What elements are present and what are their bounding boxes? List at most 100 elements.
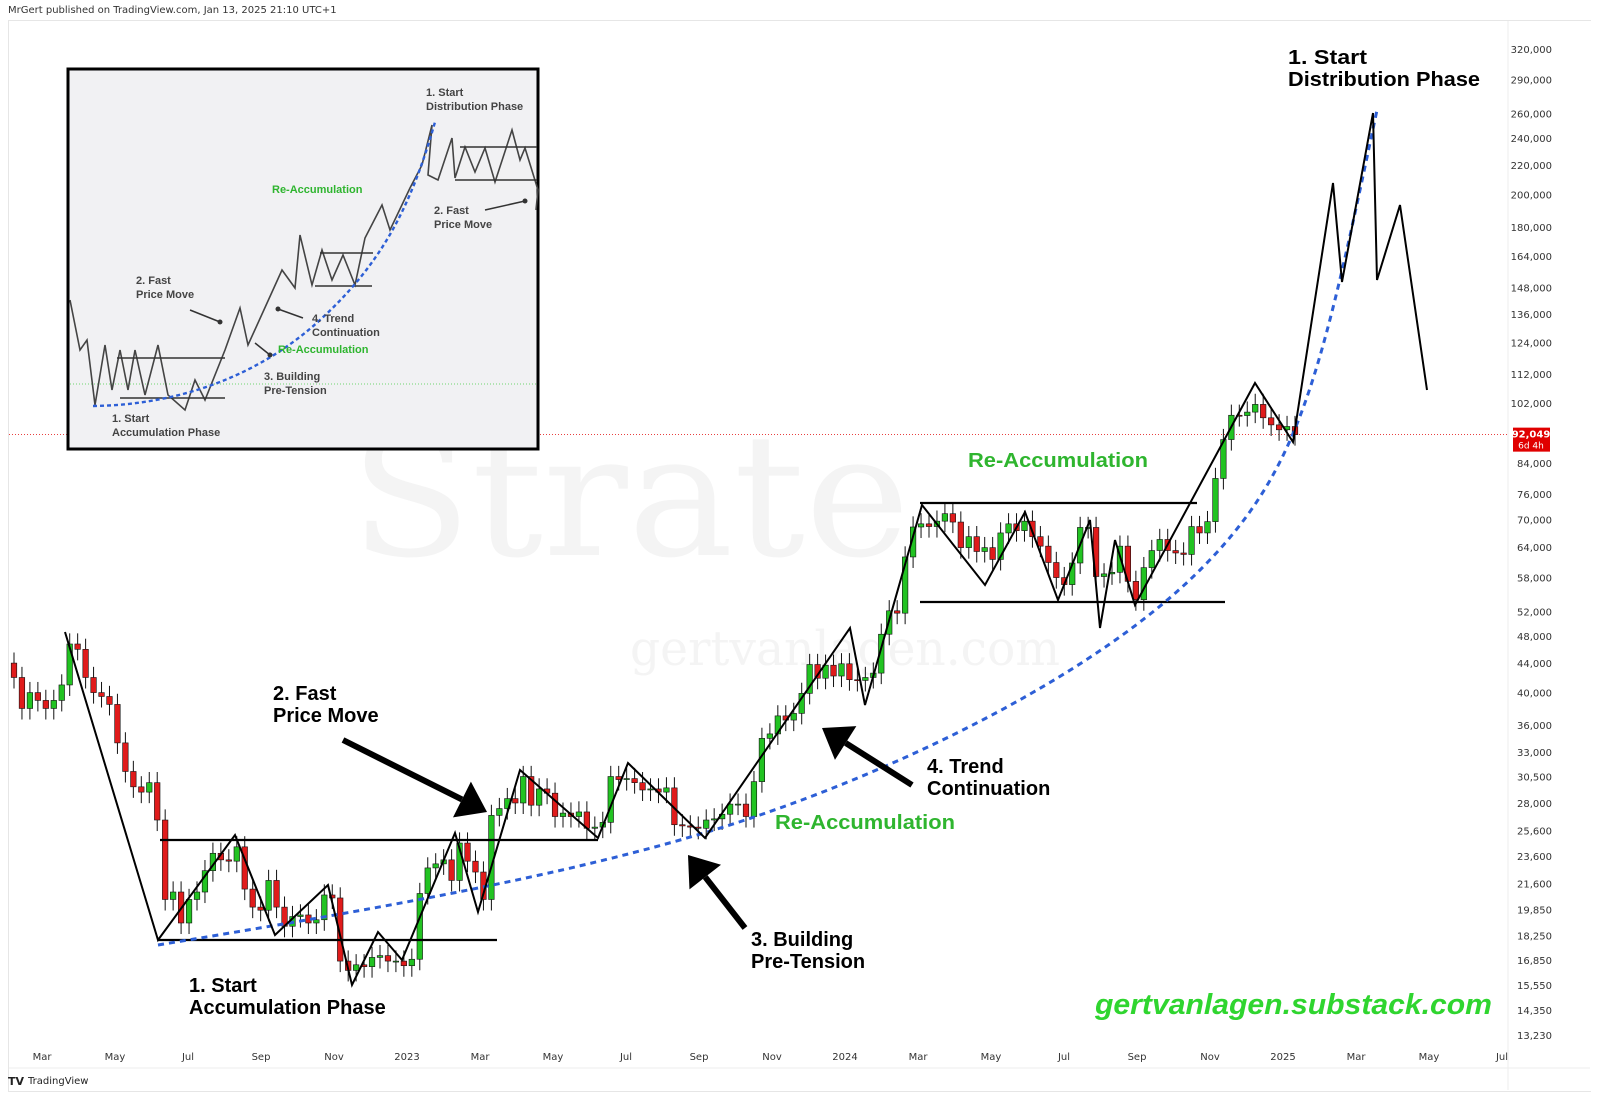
candle-body (1252, 404, 1259, 413)
watermark-site: gertvanlagen.com (630, 621, 1060, 677)
inset-label-trend: 4. Trend (312, 313, 354, 325)
candle-body (957, 521, 964, 548)
candle (790, 702, 797, 732)
candle-body (353, 964, 360, 971)
candle-body (838, 663, 845, 677)
candle (1188, 515, 1195, 566)
inset-label-fast-move-left: Price Move (136, 289, 194, 301)
candle-body (734, 803, 742, 806)
inset-label-re-accumulation-top: Re-Accumulation (272, 184, 363, 196)
candle-body (400, 960, 407, 967)
y-tick-label: 18,250 (1517, 931, 1552, 942)
candle-body (536, 788, 543, 806)
candle-body (559, 812, 567, 817)
candle-body (949, 513, 956, 523)
candle (122, 732, 129, 783)
candle (894, 600, 901, 625)
inset-arrow-icon (189, 309, 221, 323)
candle-body (790, 713, 797, 721)
candle (1260, 393, 1267, 429)
y-tick-label: 84,000 (1517, 459, 1552, 470)
candle-body (1260, 404, 1267, 419)
candle (42, 689, 49, 720)
candle-body (193, 891, 201, 900)
candle (917, 513, 925, 539)
y-tick-label: 13,230 (1517, 1031, 1552, 1042)
candle (448, 849, 455, 892)
candle (941, 503, 948, 533)
candle-body (520, 776, 527, 804)
inset-arrow-icon (254, 342, 271, 356)
inset-label-accumulation: Accumulation Phase (112, 427, 220, 439)
candle-body (894, 610, 901, 614)
candle (82, 638, 89, 689)
candle-body (225, 859, 232, 862)
y-tick-label: 76,000 (1517, 490, 1552, 501)
candle-body (90, 677, 97, 693)
candle-body (591, 826, 598, 829)
arrow-trend-icon (822, 726, 857, 760)
candle (1021, 510, 1028, 542)
candle (337, 887, 344, 973)
inset-label-accumulation: 1. Start (112, 413, 150, 425)
candle (965, 526, 972, 559)
candle-body (973, 536, 980, 552)
candle-body (1053, 562, 1060, 578)
inset-zigzag (69, 124, 539, 412)
candle-body (185, 899, 193, 924)
y-tick-label: 220,000 (1511, 161, 1552, 172)
candle-body (496, 808, 503, 816)
label-building-pre-tension: Pre-Tension (751, 951, 865, 973)
candle-body (663, 787, 670, 793)
tradingview-footer[interactable]: TV TradingView (8, 1075, 88, 1088)
candle (90, 666, 97, 704)
candle-body (1204, 521, 1211, 534)
y-tick-label: 102,000 (1511, 399, 1552, 410)
label-re-accumulation-top: Re-Accumulation (968, 450, 1148, 472)
candle (368, 946, 376, 978)
y-tick-label: 28,000 (1517, 799, 1552, 810)
candle-body (1276, 424, 1283, 431)
candle (1180, 542, 1187, 566)
candle-body (337, 897, 344, 962)
y-tick-label: 44,000 (1517, 659, 1552, 670)
candle (281, 896, 288, 938)
candle-body (902, 556, 909, 614)
candle-body (647, 788, 654, 791)
candle (98, 681, 105, 708)
candle (273, 869, 280, 919)
candle-body (512, 798, 519, 804)
candle-body (965, 536, 972, 548)
candle (130, 760, 137, 798)
candle-body (34, 692, 41, 701)
inset-arrow-head-icon (267, 352, 273, 358)
candle-body (703, 819, 710, 829)
candle-body (448, 859, 455, 881)
candle (10, 652, 18, 689)
candle (138, 776, 145, 804)
candle-body (862, 677, 869, 681)
candle-body (233, 846, 240, 862)
y-tick-label: 112,000 (1511, 370, 1552, 381)
candle (58, 674, 65, 712)
candle (536, 778, 543, 817)
candle-body (551, 792, 559, 817)
candle-body (1244, 411, 1251, 416)
candle (575, 801, 582, 828)
candle-body (368, 957, 376, 967)
x-tick-label: Mar (909, 1052, 929, 1063)
candle-body (321, 894, 328, 921)
publish-info: MrGert published on TradingView.com, Jan… (8, 5, 337, 16)
x-tick-label: May (105, 1052, 126, 1063)
arrow-fast-move-shaft (341, 737, 464, 803)
candle (496, 797, 503, 827)
candle-body (416, 893, 423, 960)
candle-body (66, 643, 73, 686)
candle (878, 623, 885, 685)
inset-arrow-head-icon (217, 319, 223, 325)
y-tick-label: 180,000 (1511, 223, 1552, 234)
y-tick-label: 290,000 (1511, 75, 1552, 86)
candle (997, 522, 1004, 571)
candle (201, 860, 209, 904)
